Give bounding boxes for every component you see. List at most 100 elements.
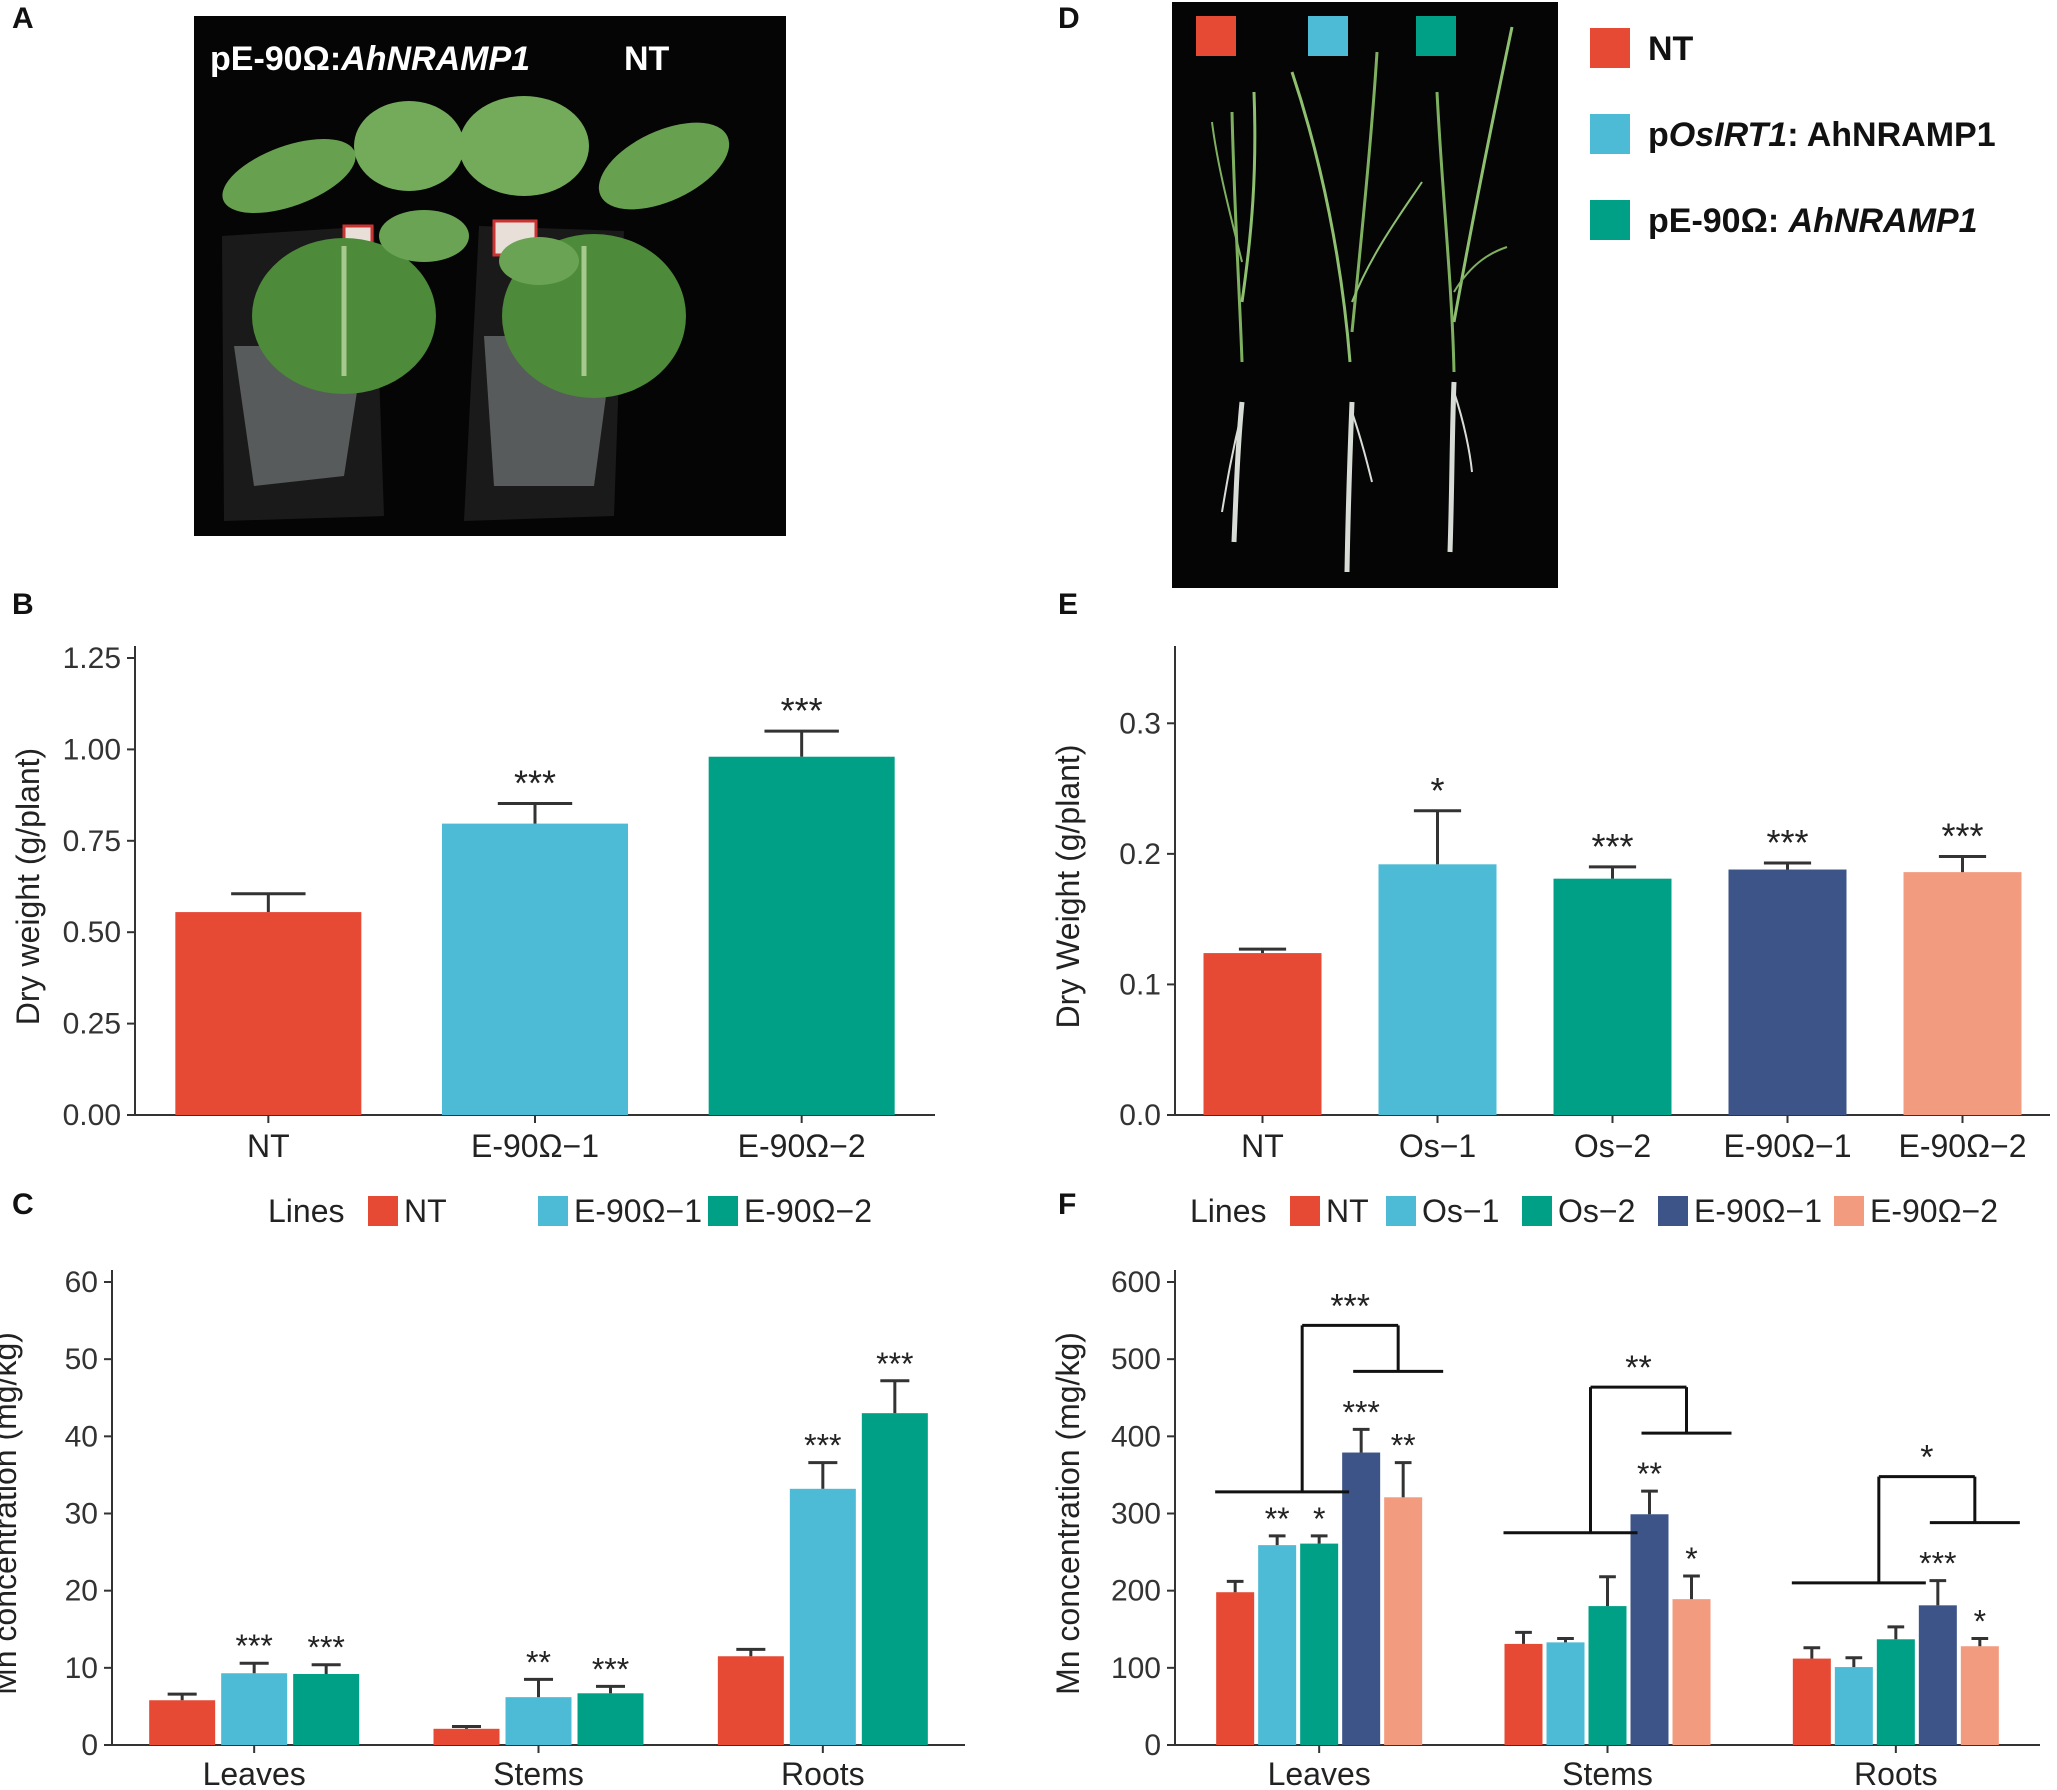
significance-label: * (1313, 1501, 1325, 1537)
legend-label-0: NT (1326, 1193, 1369, 1229)
bar-1-1 (1546, 1642, 1585, 1745)
legend-swatch-1 (538, 1196, 568, 1226)
y-tick-label: 600 (1111, 1266, 1161, 1299)
bar-0-4 (1384, 1497, 1423, 1745)
legend-swatch-osirt1 (1590, 114, 1630, 154)
x-tick-label: Stems (493, 1756, 584, 1790)
legend-swatch-2 (1522, 1196, 1552, 1226)
bar-2-0 (1792, 1658, 1831, 1745)
panel-letter-d: D (1058, 2, 1080, 35)
legend-swatch-1 (1386, 1196, 1416, 1226)
bar-3 (1728, 869, 1847, 1115)
significance-label: *** (1342, 1394, 1379, 1430)
x-tick-label: E-90Ω−1 (1724, 1128, 1852, 1164)
y-tick-label: 0.0 (1119, 1099, 1161, 1132)
y-tick-label: 0.75 (63, 825, 121, 858)
significance-label: *** (235, 1628, 272, 1664)
x-tick-label: E-90Ω−2 (1899, 1128, 2027, 1164)
x-tick-label: Stems (1562, 1756, 1653, 1790)
significance-label: *** (1591, 826, 1633, 867)
tobacco-plants-photo: pE-90Ω:AhNRAMP1 NT (194, 16, 786, 536)
photo-caption-nt: NT (624, 40, 670, 78)
y-tick-label: 0 (81, 1729, 98, 1762)
y-tick-label: 0.50 (63, 916, 121, 949)
legend-swatch-nt (1590, 28, 1630, 68)
x-tick-label: Roots (1854, 1756, 1938, 1790)
legend-title: Lines (1190, 1193, 1267, 1229)
bar-1-2 (1588, 1606, 1627, 1745)
photo-caption-transgenic: pE-90Ω:AhNRAMP1 (210, 40, 531, 78)
bar-1 (1378, 864, 1497, 1115)
y-tick-label: 50 (65, 1343, 98, 1376)
y-tick-label: 60 (65, 1266, 98, 1299)
bar-1-0 (1504, 1643, 1543, 1745)
significance-label: *** (781, 690, 823, 731)
x-tick-label: NT (1241, 1128, 1284, 1164)
y-tick-label: 400 (1111, 1420, 1161, 1453)
photo-swatch-nt (1196, 16, 1236, 56)
bar-2 (708, 756, 895, 1115)
significance-label: *** (1766, 822, 1808, 863)
significance-label: *** (307, 1630, 344, 1666)
bar-0-3 (1342, 1452, 1381, 1745)
significance-label: ** (1265, 1501, 1290, 1537)
bar-4 (1903, 872, 2022, 1115)
legend-swatch-e90 (1590, 200, 1630, 240)
bar-1 (442, 823, 628, 1115)
significance-label: *** (592, 1651, 629, 1687)
panel-letter-c: C (12, 1188, 34, 1221)
significance-label: *** (804, 1428, 841, 1464)
x-tick-label: Leaves (203, 1756, 306, 1790)
chart-c-mn-concentration-tobacco: 0 10 20 30 40 50 60 Mn concentration (mg/kg) Lin… (0, 1193, 965, 1790)
chart-e-dry-weight-rice: 0.0 0.1 0.2 0.3 Dry Weight (g/plant) NT Os−1 Os… (1050, 646, 2050, 1164)
y-tick-label: 10 (65, 1652, 98, 1685)
y-tick-label: 0.25 (63, 1008, 121, 1041)
y-tick-label: 1.25 (63, 642, 121, 675)
bar-2 (1553, 878, 1672, 1115)
x-tick-label: NT (247, 1128, 290, 1164)
significance-label: ** (1391, 1428, 1416, 1464)
photo-swatch-osirt1 (1308, 16, 1348, 56)
legend-label-1: E-90Ω−1 (574, 1193, 702, 1229)
significance-label: *** (514, 763, 556, 804)
y-tick-label: 0.3 (1119, 707, 1161, 740)
bar-2-0 (717, 1656, 784, 1745)
y-tick-label: 0.2 (1119, 838, 1161, 871)
bracket-significance-label: ** (1625, 1349, 1651, 1387)
photo-swatch-e90 (1416, 16, 1456, 56)
bar-2-2 (1876, 1639, 1915, 1745)
y-tick-label: 500 (1111, 1343, 1161, 1376)
significance-label: * (1685, 1541, 1697, 1577)
bar-0 (1203, 953, 1322, 1115)
panel-letter-f: F (1058, 1188, 1077, 1221)
bar-0-2 (1300, 1543, 1339, 1745)
x-tick-label: E-90Ω−2 (738, 1128, 866, 1164)
bar-2-1 (789, 1488, 856, 1745)
bar-0-0 (1216, 1592, 1255, 1745)
y-tick-label: 300 (1111, 1498, 1161, 1531)
legend-swatch-2 (708, 1196, 738, 1226)
panel-letter-a: A (12, 2, 34, 35)
significance-label: *** (1941, 815, 1983, 856)
bar-2-1 (1834, 1667, 1873, 1745)
bar-1-3 (1630, 1514, 1669, 1745)
bar-1-0 (433, 1728, 500, 1745)
y-tick-label: 200 (1111, 1575, 1161, 1608)
bar-1-2 (577, 1693, 644, 1745)
significance-label: * (1430, 770, 1444, 811)
significance-label: ** (1637, 1456, 1662, 1492)
bracket-significance-label: * (1920, 1439, 1933, 1477)
y-tick-label: 1.00 (63, 733, 121, 766)
y-tick-label: 0.1 (1119, 968, 1161, 1001)
y-tick-label: 40 (65, 1420, 98, 1453)
panel-letter-b: B (12, 588, 34, 621)
x-tick-label: Roots (781, 1756, 865, 1790)
y-axis-label: Mn concentration (mg/kg) (0, 1332, 23, 1695)
significance-label: *** (1919, 1546, 1956, 1582)
bar-1-4 (1672, 1599, 1711, 1745)
bar-0-1 (1258, 1545, 1297, 1745)
significance-label: *** (876, 1346, 913, 1382)
bar-0-1 (221, 1673, 288, 1745)
y-tick-label: 30 (65, 1498, 98, 1531)
y-tick-label: 0.00 (63, 1099, 121, 1132)
